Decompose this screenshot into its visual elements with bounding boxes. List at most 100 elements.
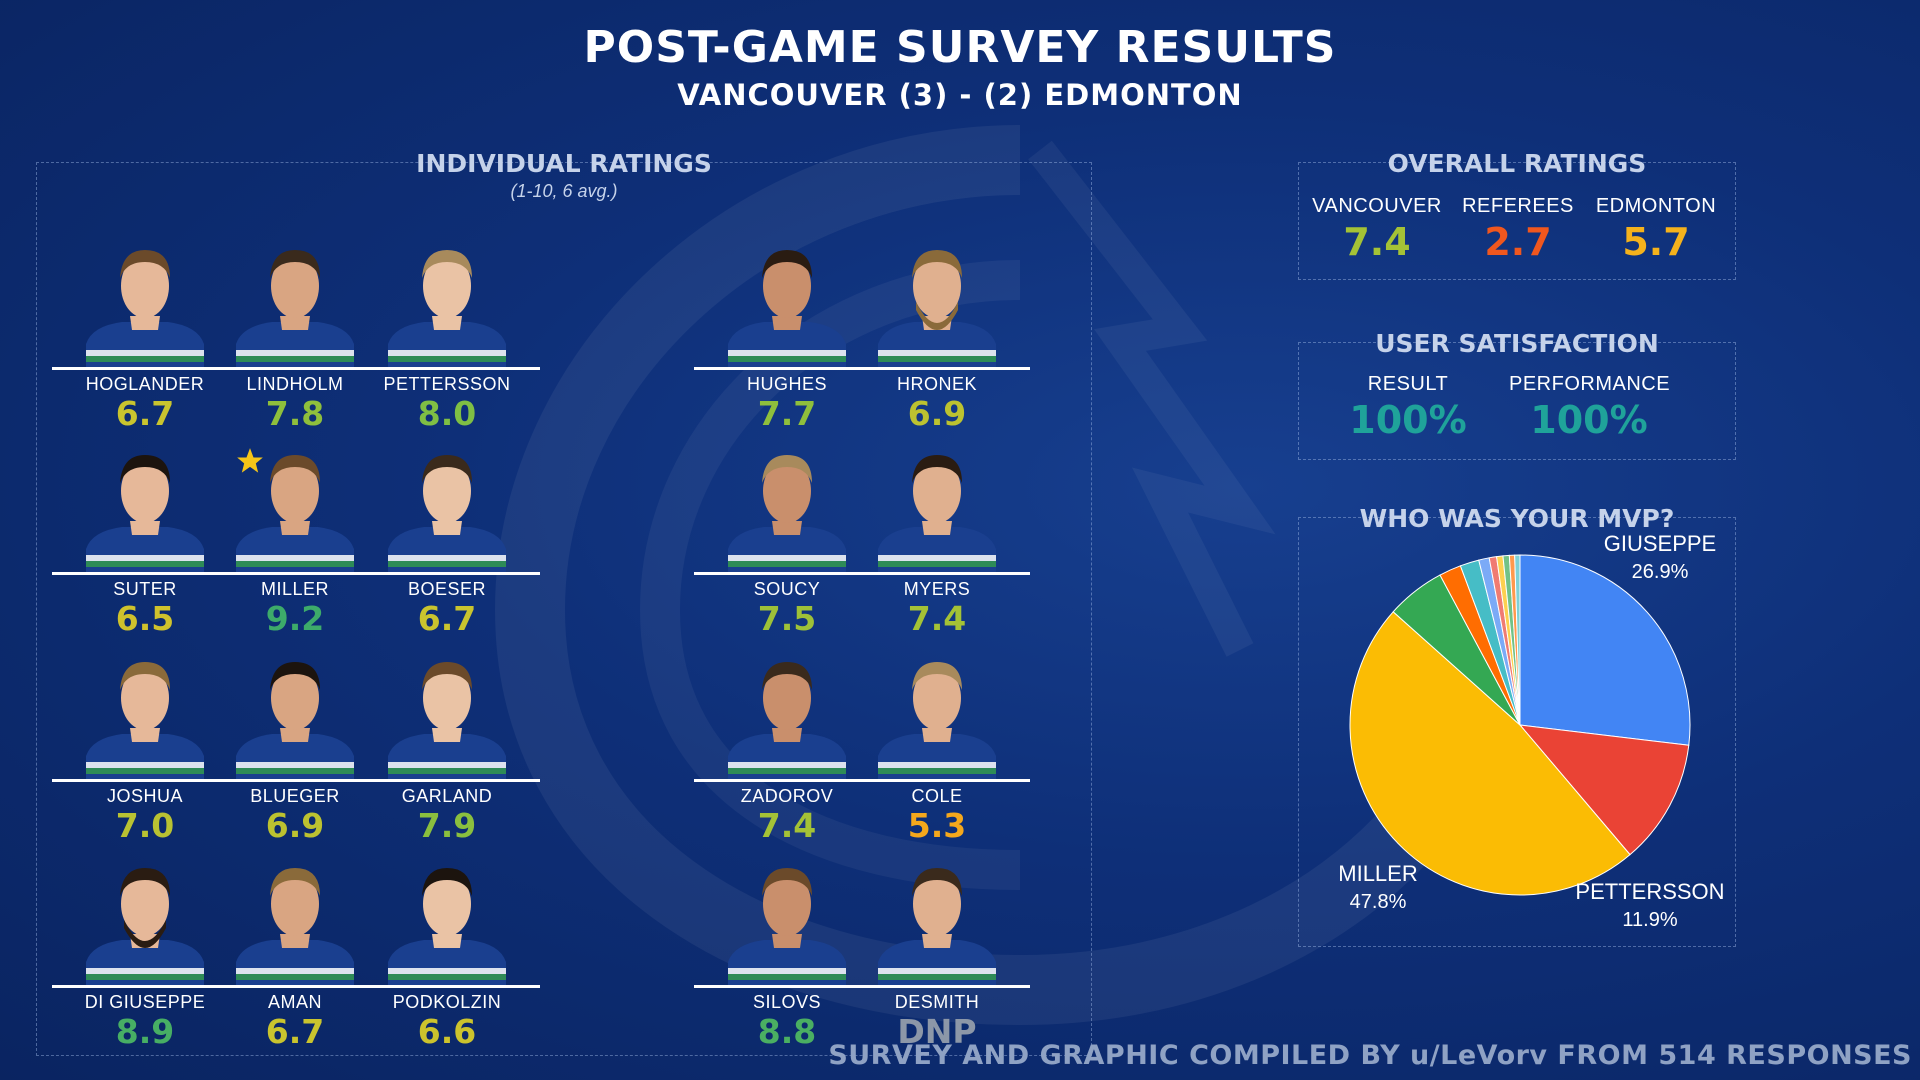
overall-edmonton: EDMONTON 5.7 — [1581, 195, 1731, 264]
player-headshot-icon — [236, 868, 354, 986]
overall-value: 5.7 — [1622, 220, 1690, 264]
pie-label-pettersson: PETTERSSON 11.9% — [1565, 878, 1735, 934]
player-headshot-icon — [878, 250, 996, 368]
player-rating: 6.7 — [265, 1012, 325, 1051]
player-rating: 8.8 — [757, 1012, 817, 1051]
player-card: DI GIUSEPPE 8.9 — [52, 850, 238, 1051]
player-name: HOGLANDER — [85, 374, 205, 394]
player-name: PETTERSSON — [383, 374, 511, 394]
mvp-star-icon — [237, 448, 263, 473]
player-name: BLUEGER — [250, 786, 340, 806]
photo-shelf — [354, 367, 540, 370]
player-card: AMAN 6.7 — [202, 850, 388, 1051]
player-rating: 7.4 — [907, 599, 967, 638]
pie-label-pct: 47.8% — [1349, 891, 1407, 913]
satisfaction-value: 100% — [1349, 398, 1467, 442]
photo-shelf — [354, 779, 540, 782]
player-card: BLUEGER 6.9 — [202, 644, 388, 845]
photo-shelf — [202, 572, 388, 575]
player-card: SUTER 6.5 — [52, 437, 238, 638]
mvp-pie-chart — [1349, 554, 1691, 896]
page-title: POST-GAME SURVEY RESULTS — [583, 22, 1337, 73]
pie-slice — [1349, 611, 1631, 896]
player-headshot-icon — [878, 662, 996, 780]
satisfaction-label: RESULT — [1367, 373, 1449, 395]
player-headshot-icon — [728, 662, 846, 780]
player-card: HRONEK 6.9 — [844, 232, 1030, 433]
player-rating: 6.5 — [115, 599, 175, 638]
photo-shelf — [202, 985, 388, 988]
player-name: JOSHUA — [106, 786, 183, 806]
player-headshot-icon — [388, 662, 506, 780]
pie-label-miller: MILLER 47.8% — [1323, 860, 1433, 916]
player-rating: 7.8 — [265, 394, 325, 433]
satisfaction-label: PERFORMANCE — [1509, 373, 1671, 395]
player-name: HRONEK — [896, 374, 977, 394]
player-rating: 7.7 — [757, 394, 817, 433]
player-name: BOESER — [407, 579, 487, 599]
overall-label: REFEREES — [1462, 195, 1574, 217]
player-headshot-icon — [86, 662, 204, 780]
overall-ratings-panel: OVERALL RATINGS VANCOUVER 7.4 REFEREES 2… — [1298, 149, 1736, 280]
player-name: COLE — [911, 786, 963, 806]
player-headshot-icon — [388, 455, 506, 573]
player-headshot-icon — [236, 662, 354, 780]
photo-shelf — [52, 985, 238, 988]
pie-label-pct: 26.9% — [1631, 561, 1689, 583]
player-card: HOGLANDER 6.7 — [52, 232, 238, 433]
credits-footer: SURVEY AND GRAPHIC COMPILED BY u/LeVorv … — [828, 1040, 1912, 1071]
player-rating: 8.0 — [417, 394, 477, 433]
player-name: SUTER — [113, 579, 177, 599]
player-rating: 7.0 — [115, 806, 175, 845]
photo-shelf — [52, 779, 238, 782]
pie-slice — [1514, 554, 1521, 726]
ratings-scale-note: (1-10, 6 avg.) — [510, 181, 618, 201]
player-card: ZADOROV 7.4 — [694, 644, 880, 845]
user-satisfaction-panel: USER SATISFACTION RESULT 100% PERFORMANC… — [1298, 329, 1736, 460]
player-card: PETTERSSON 8.0 — [354, 232, 540, 433]
player-headshot-icon — [236, 455, 354, 573]
photo-shelf — [844, 367, 1030, 370]
player-rating: 6.9 — [907, 394, 967, 433]
satisfaction-performance: PERFORMANCE 100% — [1509, 373, 1671, 442]
pie-slice — [1519, 554, 1691, 746]
player-headshot-icon — [236, 250, 354, 368]
player-headshot-icon — [86, 455, 204, 573]
player-rating: 6.7 — [417, 599, 477, 638]
pie-label-name: PETTERSSON — [1575, 879, 1725, 904]
overall-vancouver: VANCOUVER 7.4 — [1302, 195, 1452, 264]
pie-label-name: MILLER — [1338, 861, 1418, 886]
photo-shelf — [844, 779, 1030, 782]
player-rating: 5.3 — [907, 806, 967, 845]
player-name: LINDHOLM — [246, 374, 344, 394]
player-headshot-icon — [86, 868, 204, 986]
player-name: ZADOROV — [740, 786, 834, 806]
player-rating: 7.9 — [417, 806, 477, 845]
player-rating: 8.9 — [115, 1012, 175, 1051]
player-card: HUGHES 7.7 — [694, 232, 880, 433]
player-card: MILLER 9.2 — [202, 437, 388, 638]
pie-label-giuseppe: GIUSEPPE 26.9% — [1595, 530, 1725, 586]
player-headshot-icon — [728, 455, 846, 573]
player-card: DESMITH DNP — [844, 850, 1030, 1051]
pie-slice — [1518, 724, 1690, 856]
player-name: DI GIUSEPPE — [84, 992, 206, 1012]
player-rating: 7.5 — [757, 599, 817, 638]
player-card: PODKOLZIN 6.6 — [354, 850, 540, 1051]
photo-shelf — [202, 779, 388, 782]
player-name: SILOVS — [752, 992, 822, 1012]
individual-ratings-title: INDIVIDUAL RATINGS — [416, 149, 712, 178]
player-name: HUGHES — [746, 374, 827, 394]
photo-shelf — [844, 985, 1030, 988]
photo-shelf — [52, 367, 238, 370]
overall-value: 7.4 — [1343, 220, 1411, 264]
player-rating: 6.6 — [417, 1012, 477, 1051]
photo-shelf — [52, 572, 238, 575]
overall-value: 2.7 — [1484, 220, 1552, 264]
photo-shelf — [354, 985, 540, 988]
photo-shelf — [844, 572, 1030, 575]
player-rating: 7.4 — [757, 806, 817, 845]
overall-ratings-title: OVERALL RATINGS — [1387, 149, 1647, 178]
player-headshot-icon — [388, 250, 506, 368]
